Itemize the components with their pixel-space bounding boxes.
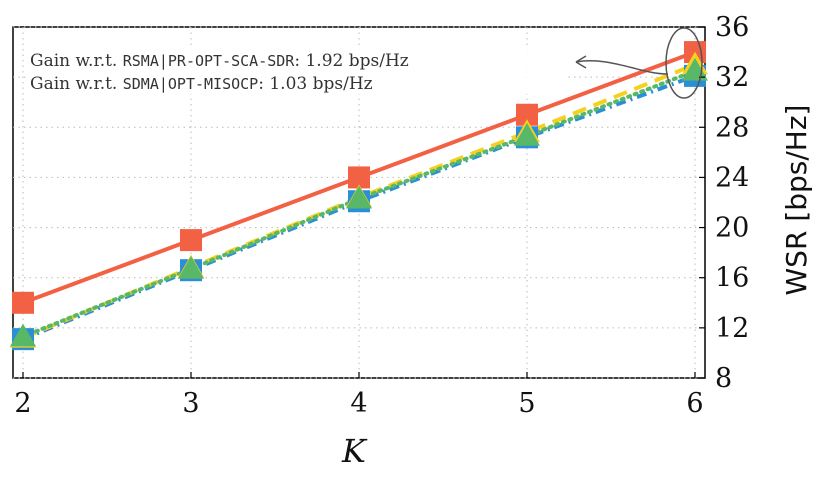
y-tick-label: 32: [715, 62, 749, 93]
marker-triangle-3: [10, 323, 36, 347]
x-tick-label: 5: [518, 388, 535, 419]
y-tick-label: 20: [715, 213, 749, 244]
marker-square-0: [516, 103, 538, 126]
marker-triangle-3: [514, 123, 540, 146]
series-line-1: [22, 74, 696, 341]
marker-triangle-3: [178, 255, 204, 279]
x-axis-title: K: [341, 432, 368, 470]
annotation-background: [27, 46, 565, 94]
gain-callout: [575, 27, 703, 99]
annotation-line-2: Gain w.r.t. SDMA|OPT-MISOCP: 1.03 bps/Hz: [30, 74, 373, 94]
y-tick-labels: 8 12 16 20 24 28 32 36: [699, 12, 749, 394]
y-tick-label: 36: [715, 12, 749, 43]
grid: [13, 26, 705, 379]
marker-square-0: [348, 166, 370, 189]
marker-square-0: [12, 291, 34, 314]
callout-arrowhead: [575, 55, 587, 69]
marker-square-0: [180, 229, 202, 252]
annotation-1-prefix: Gain w.r.t.: [30, 51, 123, 71]
annotation-1-suffix: : 1.92 bps/Hz: [294, 51, 408, 71]
annotation-1-method: RSMA|PR-OPT-SCA-SDR: [123, 52, 296, 70]
x-tick-label: 3: [182, 388, 199, 419]
x-tick-label: 2: [14, 388, 31, 419]
highlight-ellipse: [665, 27, 703, 99]
callout-arrow: [575, 60, 669, 75]
annotation-2-suffix: : 1.03 bps/Hz: [258, 74, 372, 94]
marker-triangle-3: [346, 185, 372, 209]
x-tick-labels: 2 3 4 5 6: [14, 372, 704, 419]
y-tick-label: 24: [715, 162, 749, 193]
annotation-2-method: SDMA|OPT-MISOCP: [123, 75, 258, 93]
annotation-2-prefix: Gain w.r.t.: [30, 74, 123, 94]
annotation-line-1: Gain w.r.t. RSMA|PR-OPT-SCA-SDR: 1.92 bp…: [30, 51, 409, 71]
y-tick-label: 12: [715, 313, 749, 344]
y-axis-title: WSR [bps/Hz]: [780, 105, 813, 296]
y-tick-label: 8: [715, 363, 732, 394]
x-tick-label: 4: [350, 388, 367, 419]
y-tick-label: 28: [715, 112, 749, 143]
y-tick-label: 16: [715, 263, 749, 294]
x-tick-label: 6: [686, 388, 703, 419]
annotation-box: Gain w.r.t. RSMA|PR-OPT-SCA-SDR: 1.92 bp…: [27, 46, 565, 94]
